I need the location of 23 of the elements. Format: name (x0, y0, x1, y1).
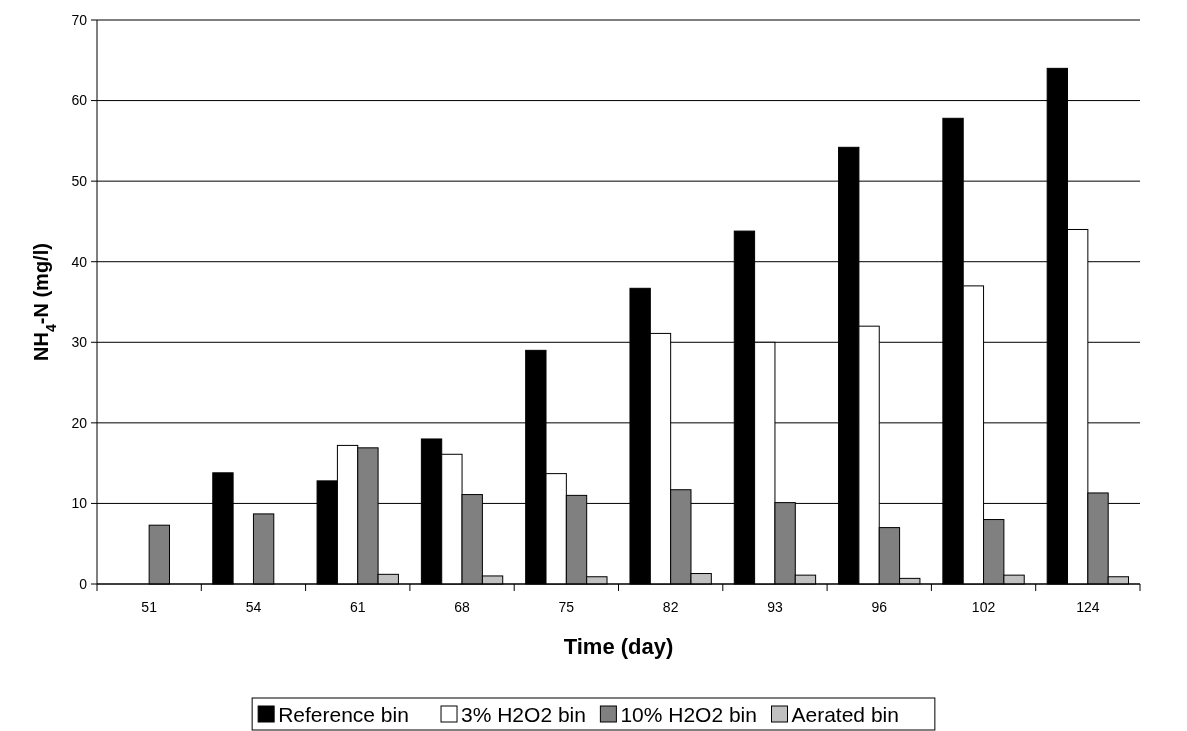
x-tick-label: 68 (454, 599, 471, 615)
x-tick-label: 124 (1076, 599, 1100, 615)
legend-label: 3% H2O2 bin (461, 703, 586, 726)
x-tick-label: 82 (662, 599, 679, 615)
y-tick-label: 30 (71, 334, 88, 351)
x-tick-label: 93 (767, 599, 783, 615)
x-tick-label: 54 (245, 599, 262, 615)
y-tick-label: 0 (79, 575, 88, 592)
y-tick-label: 10 (71, 495, 88, 512)
x-axis-title: Time (day) (563, 634, 674, 659)
x-tick-label: 61 (349, 599, 366, 615)
y-tick-label: 60 (71, 92, 88, 109)
x-tick-label: 51 (141, 599, 158, 615)
x-tick-label: 102 (971, 599, 996, 615)
y-tick-label: 50 (71, 173, 88, 190)
y-tick-label: 20 (71, 414, 88, 431)
x-tick-label: 75 (558, 599, 575, 615)
y-tick-label: 70 (71, 11, 88, 28)
legend-label: Aerated bin (791, 703, 899, 726)
y-tick-label: 40 (71, 253, 88, 270)
x-tick-label: 96 (871, 599, 888, 615)
legend-label: Reference bin (278, 703, 409, 726)
legend-label: 10% H2O2 bin (620, 703, 757, 726)
